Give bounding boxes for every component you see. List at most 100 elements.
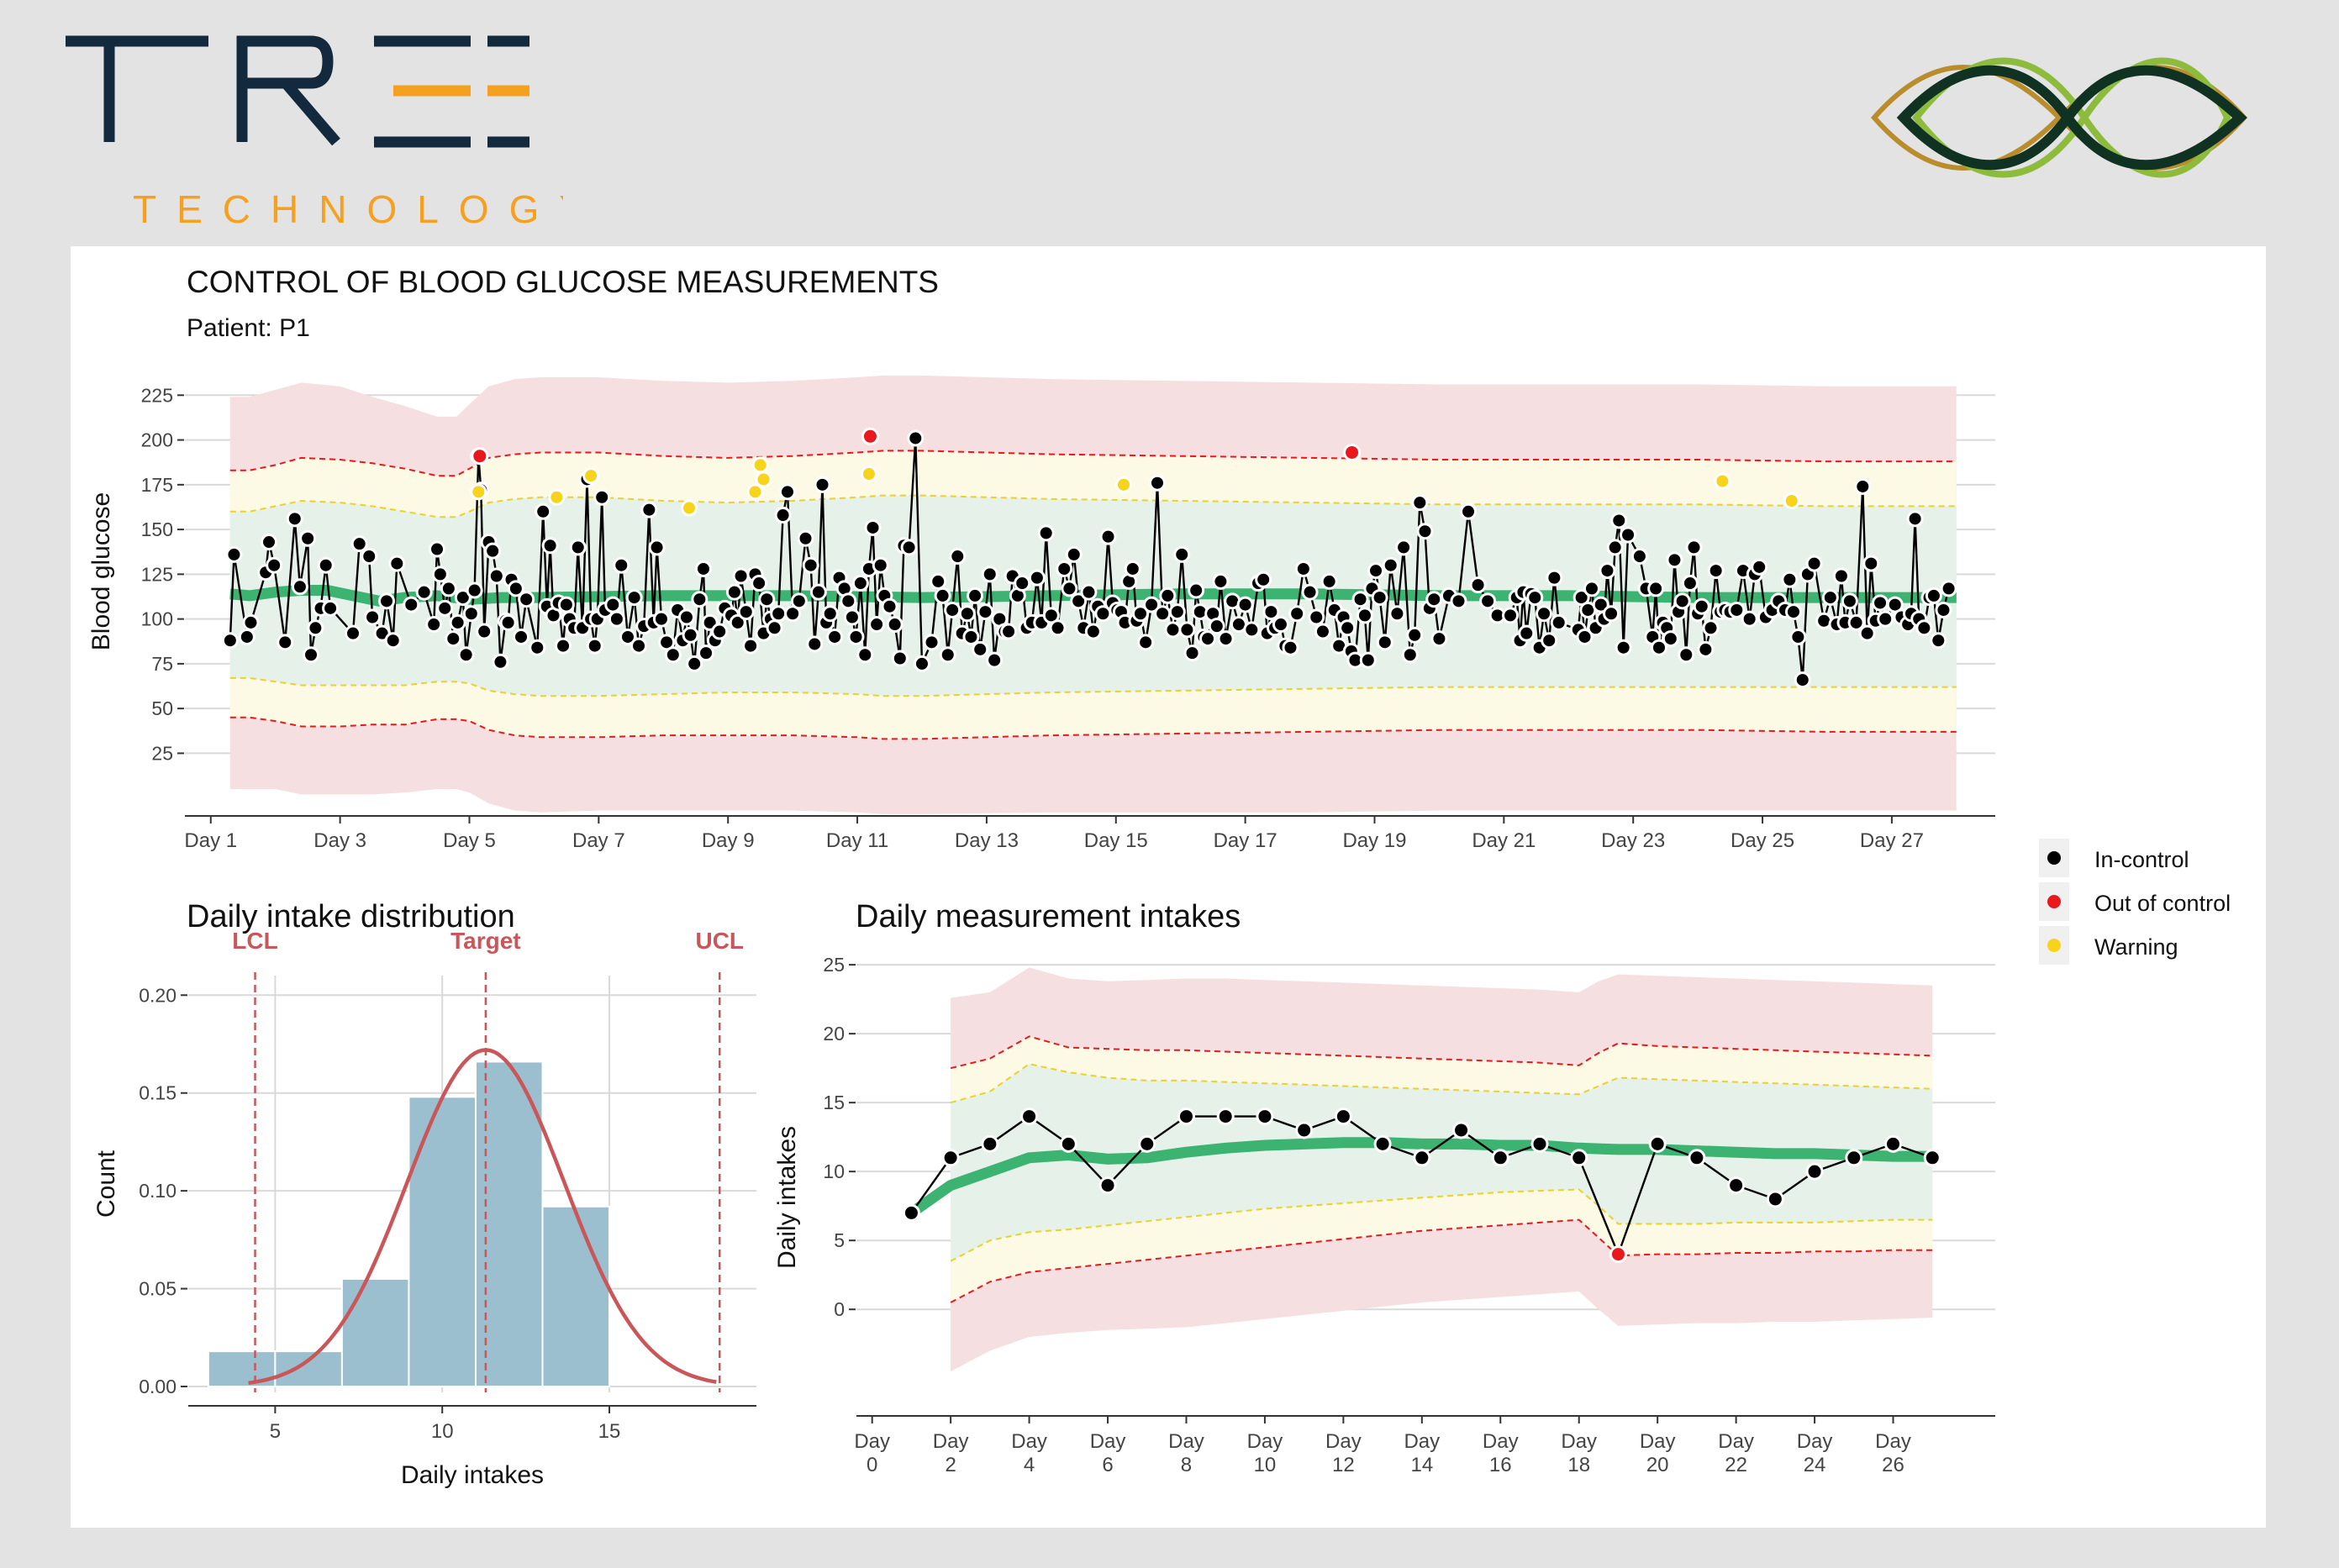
in-control-point [1037,524,1055,542]
in-control-point [1847,613,1865,631]
x-tick-label-day-number: 0 [867,1454,877,1476]
in-control-point [1784,603,1802,621]
in-control-point [1199,630,1217,648]
in-control-point [1411,494,1429,512]
in-control-point [513,628,530,645]
in-control-point [1541,632,1558,650]
in-control-point [492,653,509,671]
in-control-point [1382,556,1399,574]
in-control-point [1320,572,1338,590]
in-control-point [317,556,335,574]
target-reference-label: Target [450,928,521,954]
x-tick-label-day-number: 20 [1646,1454,1669,1476]
in-control-point [1648,1134,1667,1153]
lower-control-limit-line [950,1218,1933,1303]
in-control-point [445,630,462,648]
lower-warning-limit-line [950,1188,1933,1262]
in-control-point [384,632,402,650]
warning-point [746,483,764,501]
out-of-control-point [471,447,489,466]
in-control-point [1301,583,1319,601]
in-control-point [518,591,535,608]
in-control-point [586,637,603,655]
x-tick-label: Day 7 [572,829,625,852]
in-control-point [1789,628,1807,645]
in-control-point [770,605,788,623]
in-control-point [891,650,909,667]
x-tick-label-day-number: 4 [1024,1454,1035,1476]
in-control-point [1236,596,1254,613]
in-control-point [1666,551,1683,569]
in-control-point [261,534,278,551]
in-control-point [694,560,712,577]
x-tick-label: Day [1247,1430,1283,1453]
in-control-point [1084,623,1102,640]
in-control-point [729,613,746,631]
in-control-point [322,599,340,617]
in-control-point [1262,603,1280,621]
legend-dot-in-control [2047,851,2061,865]
y-axis-label: Count [92,1150,120,1218]
x-tick-label: Day [1090,1430,1126,1453]
in-control-point [1028,569,1046,587]
in-control-point [1430,630,1448,648]
in-control-point [1256,1108,1274,1126]
logo-subtitle: TECHNOLOGY [133,187,563,231]
in-control-point [640,501,658,518]
in-control-point [725,583,743,601]
in-control-point [242,613,260,631]
legend-label-warning: Warning [2094,934,2178,960]
in-control-point [1212,572,1230,590]
in-control-point [529,639,546,656]
in-control-point [613,556,630,574]
y-tick-label: 200 [141,429,173,451]
x-tick-label-day-number: 22 [1725,1454,1747,1476]
in-control-point [1065,545,1083,563]
in-control-point [1925,587,1942,604]
in-control-point [682,626,699,644]
histogram-bar [340,1277,410,1388]
x-tick-label: Day 15 [1084,829,1148,852]
daily-intakes-chart: 0510152025Day0Day2Day4Day6Day8Day10Day12… [773,954,1995,1476]
x-tick-label: 15 [598,1420,621,1443]
in-control-point [1707,562,1725,580]
in-control-point [732,567,750,585]
in-control-point [868,616,886,634]
in-control-point [1573,589,1590,607]
in-control-point [826,628,844,645]
histogram-title: Daily intake distribution [187,899,515,934]
warning-point [1783,492,1800,510]
in-control-point [1314,623,1331,640]
upper-warning-limit-line [229,494,1957,518]
in-control-point [604,596,622,613]
in-control-point [1294,560,1312,577]
in-control-point [742,637,760,655]
in-control-point [802,556,819,574]
y-tick-label: 225 [141,384,173,406]
x-tick-label: Day [1640,1430,1676,1453]
in-control-point [345,624,362,642]
in-control-point [378,592,396,610]
in-control-point [944,601,961,618]
legend-dot-out-of-control [2047,895,2061,908]
in-control-point [1479,592,1497,610]
in-control-point [277,634,294,651]
in-control-point [758,591,776,608]
warning-point [860,466,877,483]
warning-point [1714,472,1731,490]
in-control-point [1603,605,1620,623]
in-control-point [1070,592,1088,610]
y-tick-label: 150 [141,518,173,540]
in-control-point [1020,1108,1039,1126]
in-control-point [1137,634,1155,651]
in-control-point [1741,610,1758,628]
in-control-point [1886,596,1904,613]
in-control-point [1858,624,1876,642]
in-control-point [1138,1134,1156,1153]
in-control-point [1697,640,1715,658]
in-control-point [1518,624,1536,642]
in-control-point [1413,1149,1431,1167]
in-control-point [784,605,802,623]
in-control-point [1255,571,1272,588]
in-control-point [1351,591,1369,608]
